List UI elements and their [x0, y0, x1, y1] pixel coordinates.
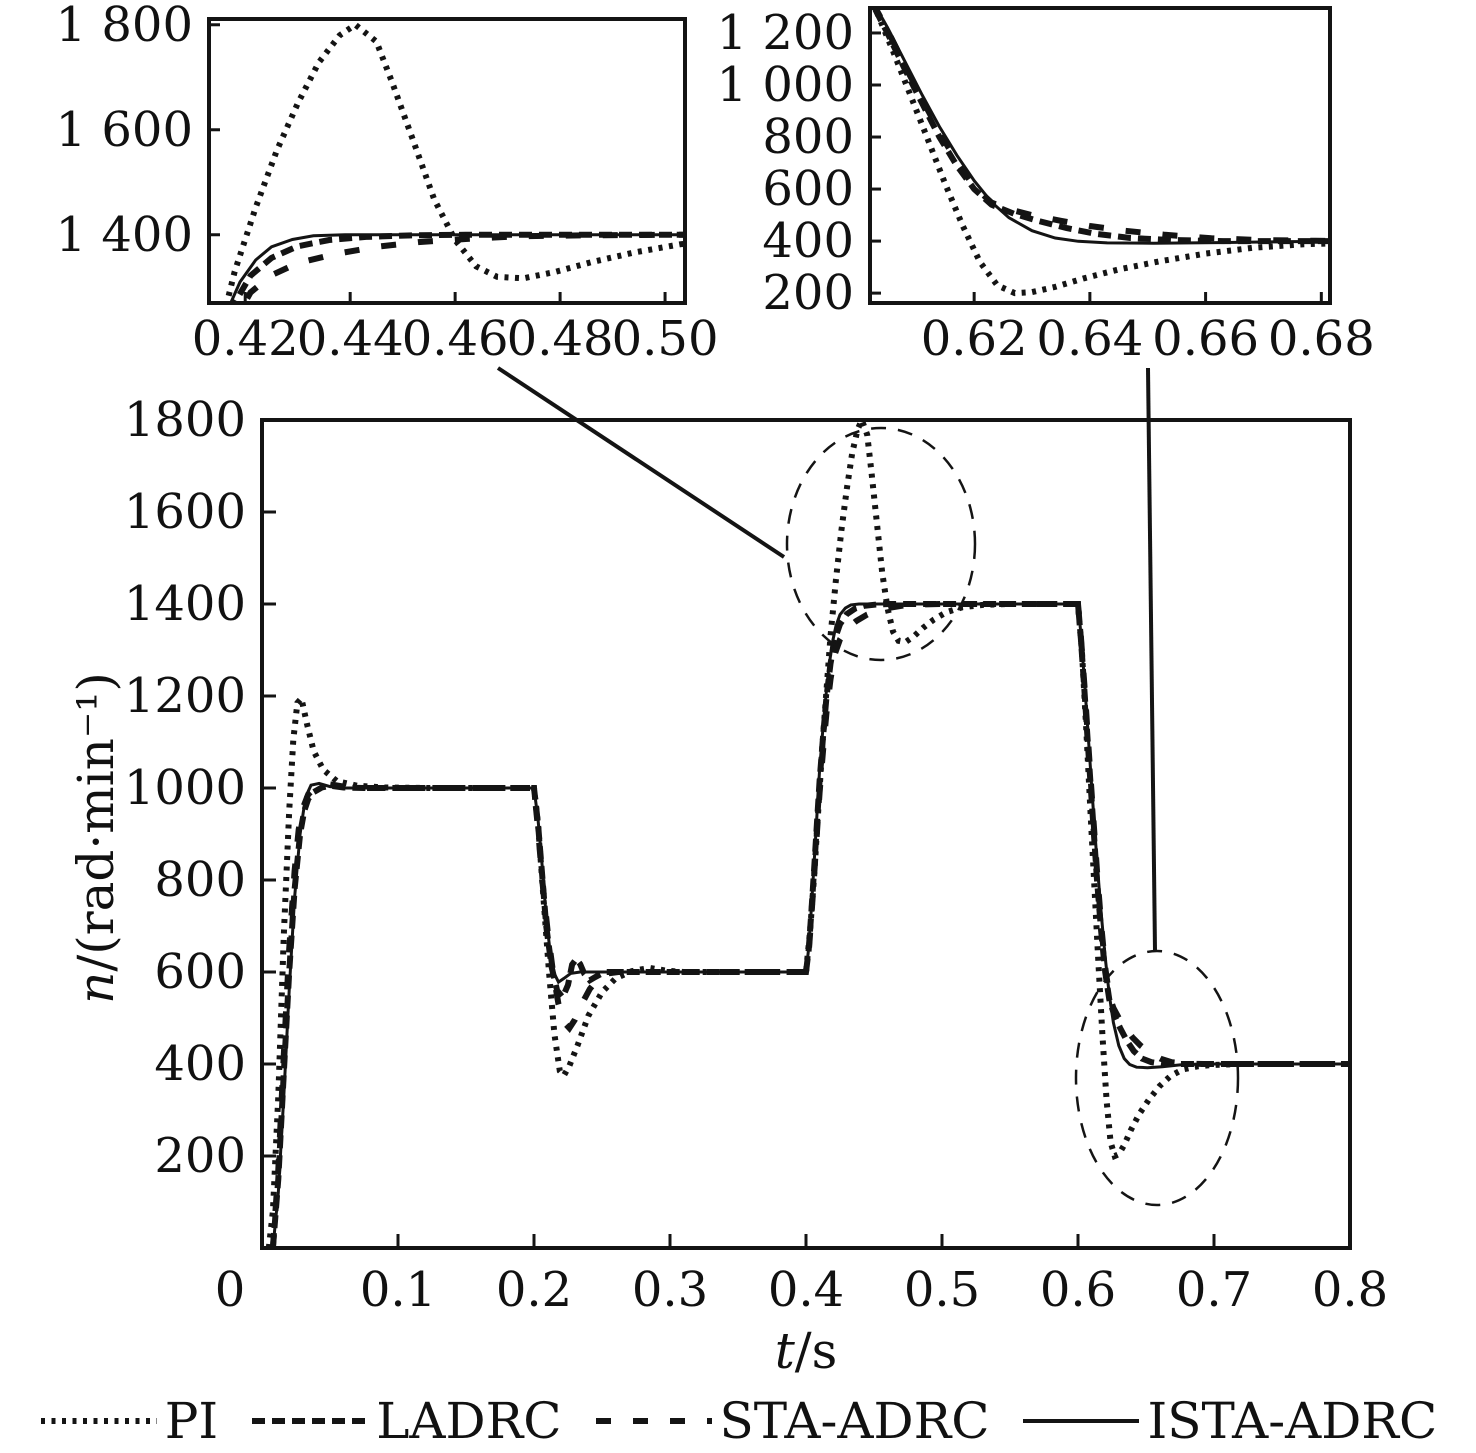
- ista-adrc-line-sample: [1023, 1419, 1140, 1423]
- legend: PI LADRC STA-ADRC ISTA-ADRC: [0, 1392, 1476, 1450]
- y-axis-variable: n: [67, 971, 125, 1004]
- x-axis-unit: /s: [794, 1322, 838, 1380]
- svg-text:0: 0: [215, 1262, 246, 1318]
- legend-item-ladrc: LADRC: [250, 1392, 562, 1450]
- ladrc-line-sample: [252, 1418, 369, 1424]
- svg-text:800: 800: [154, 852, 246, 908]
- svg-text:1800: 1800: [124, 392, 246, 448]
- svg-text:0.1: 0.1: [360, 1262, 436, 1318]
- svg-text:0.48: 0.48: [507, 311, 614, 367]
- svg-text:1 000: 1 000: [717, 57, 854, 113]
- inset-chart-step-0.4s: 0.420.440.460.480.50 1 400 1 600 1 800: [56, 0, 719, 367]
- svg-text:0.50: 0.50: [612, 311, 719, 367]
- svg-text:0.42: 0.42: [192, 311, 299, 367]
- svg-text:0.62: 0.62: [921, 311, 1028, 367]
- legend-item-pi: PI: [39, 1392, 218, 1450]
- svg-text:1400: 1400: [124, 576, 246, 632]
- svg-text:0.6: 0.6: [1040, 1262, 1116, 1318]
- sta-adrc-line-sample: [595, 1418, 712, 1424]
- legend-label-ista-adrc: ISTA-ADRC: [1147, 1392, 1438, 1450]
- svg-text:400: 400: [762, 213, 854, 269]
- svg-text:1 400: 1 400: [56, 207, 193, 263]
- svg-text:200: 200: [154, 1128, 246, 1184]
- svg-text:600: 600: [154, 944, 246, 1000]
- svg-text:0.3: 0.3: [632, 1262, 708, 1318]
- svg-text:200: 200: [762, 265, 854, 321]
- svg-text:1 800: 1 800: [56, 0, 193, 53]
- svg-text:400: 400: [154, 1036, 246, 1092]
- x-axis-label: t/s: [775, 1322, 838, 1380]
- legend-item-ista-adrc: ISTA-ADRC: [1021, 1392, 1437, 1450]
- y-axis-label: n/(rad·min⁻¹): [67, 672, 125, 1004]
- svg-text:0.64: 0.64: [1036, 311, 1143, 367]
- legend-label-sta-adrc: STA-ADRC: [719, 1392, 990, 1450]
- svg-text:1600: 1600: [124, 484, 246, 540]
- svg-text:0.5: 0.5: [904, 1262, 980, 1318]
- legend-label-pi: PI: [164, 1392, 219, 1450]
- svg-text:600: 600: [762, 161, 854, 217]
- y-axis-unit: /(rad·min⁻¹): [67, 672, 125, 972]
- svg-text:0.8: 0.8: [1312, 1262, 1388, 1318]
- callout-annotations: [496, 366, 1240, 1207]
- svg-text:1000: 1000: [124, 760, 246, 816]
- svg-text:1 600: 1 600: [56, 102, 193, 158]
- legend-item-sta-adrc: STA-ADRC: [594, 1392, 990, 1450]
- svg-text:0.68: 0.68: [1268, 311, 1375, 367]
- svg-text:0.66: 0.66: [1152, 311, 1259, 367]
- x-axis-variable: t: [774, 1322, 795, 1380]
- svg-text:1 200: 1 200: [717, 5, 854, 61]
- svg-text:800: 800: [762, 109, 854, 165]
- svg-text:0.44: 0.44: [297, 311, 404, 367]
- svg-text:0.7: 0.7: [1176, 1262, 1252, 1318]
- svg-text:0.2: 0.2: [496, 1262, 572, 1318]
- svg-text:0.4: 0.4: [768, 1262, 844, 1318]
- pi-line-sample: [40, 1418, 157, 1424]
- main-chart: 0 0.1 0.2 0.3 0.4 0.5 0.6 0.7 0.8 200 400 600 800 100…: [124, 392, 1388, 1318]
- svg-text:0.46: 0.46: [402, 311, 509, 367]
- legend-label-ladrc: LADRC: [376, 1392, 562, 1450]
- svg-text:1200: 1200: [124, 668, 246, 724]
